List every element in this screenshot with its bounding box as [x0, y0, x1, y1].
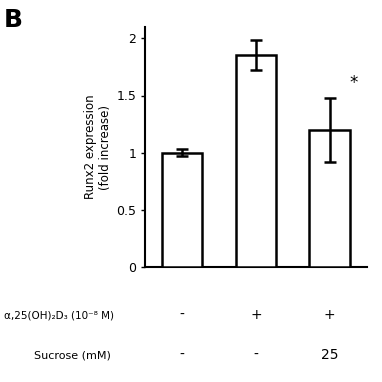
Text: +: + — [250, 308, 262, 322]
Text: α,25(OH)₂D₃ (10⁻⁸ M): α,25(OH)₂D₃ (10⁻⁸ M) — [4, 310, 114, 320]
Y-axis label: Runx2 expression
(fold increase): Runx2 expression (fold increase) — [84, 95, 112, 199]
Text: -: - — [180, 348, 185, 362]
Text: B: B — [4, 8, 23, 32]
Bar — [309, 130, 350, 267]
Text: *: * — [349, 74, 358, 92]
Text: +: + — [324, 308, 336, 322]
Text: Sucrose (mM): Sucrose (mM) — [34, 350, 111, 360]
Bar — [162, 153, 202, 267]
Text: -: - — [180, 308, 185, 322]
Text: 25: 25 — [321, 348, 338, 362]
Bar — [236, 55, 276, 267]
Text: -: - — [254, 348, 258, 362]
